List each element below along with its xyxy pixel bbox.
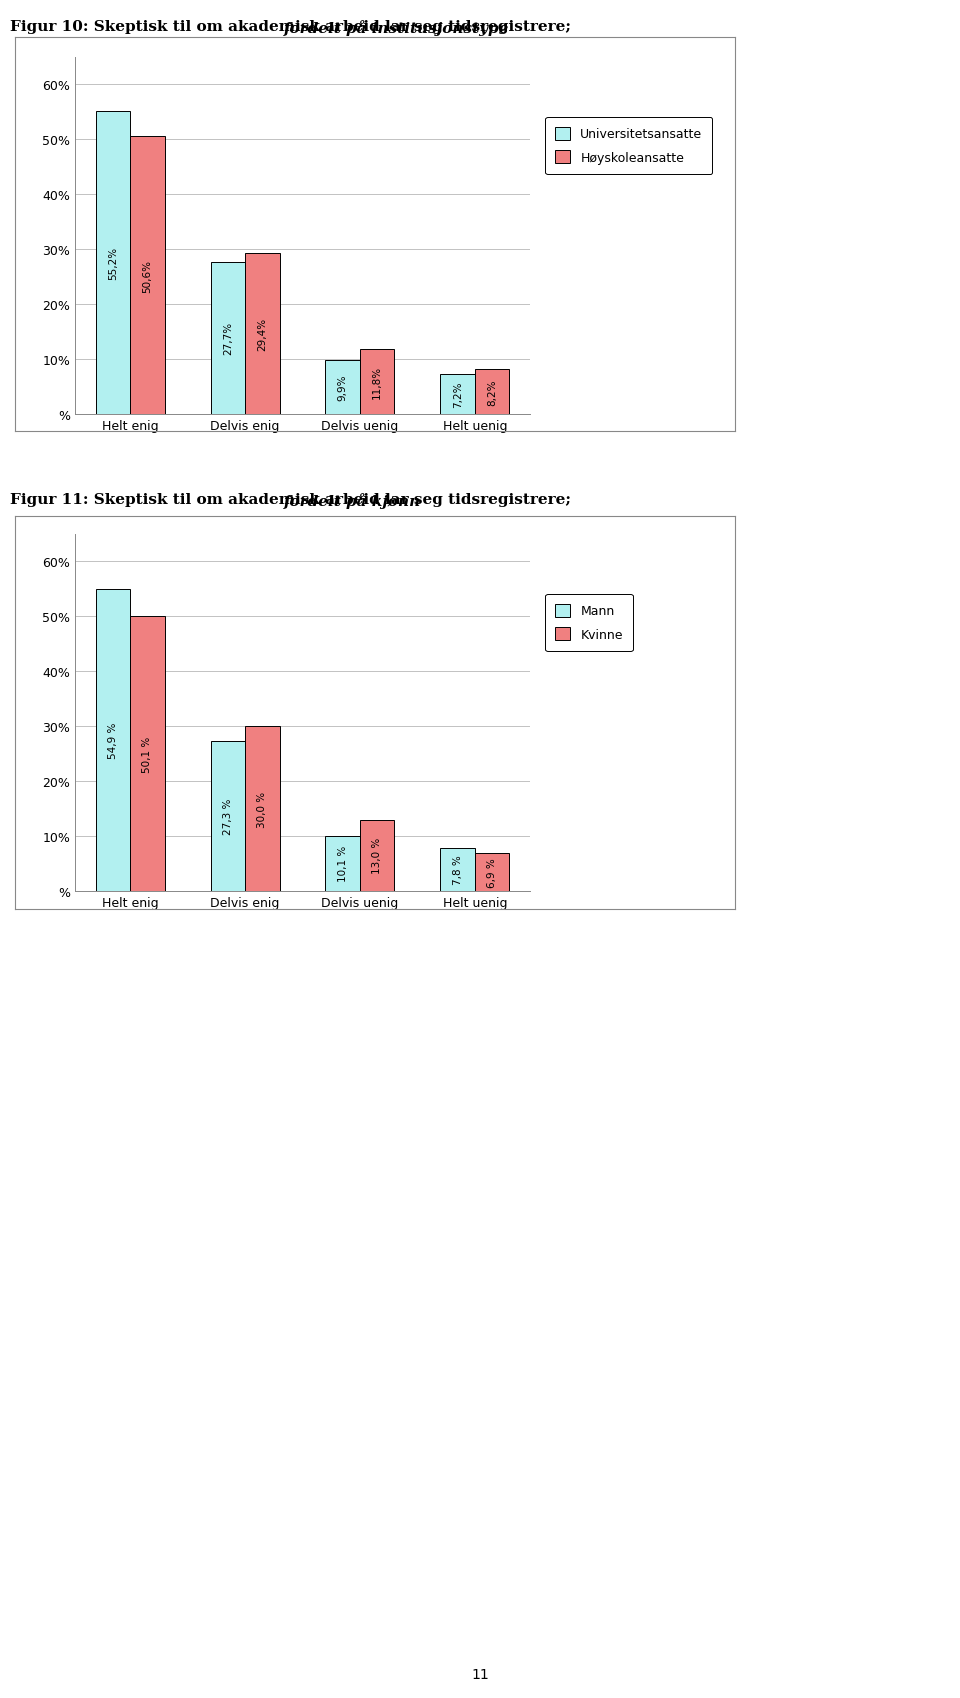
Text: 27,7%: 27,7% bbox=[223, 323, 233, 355]
Bar bbox=[325, 360, 360, 414]
Legend: Mann, Kvinne: Mann, Kvinne bbox=[545, 594, 633, 652]
Bar bbox=[210, 742, 245, 891]
Text: 8,2%: 8,2% bbox=[487, 379, 497, 406]
Bar bbox=[360, 820, 395, 891]
Text: 54,9 %: 54,9 % bbox=[108, 723, 118, 759]
Text: 30,0 %: 30,0 % bbox=[257, 791, 267, 827]
Bar bbox=[245, 253, 279, 414]
Bar bbox=[475, 370, 510, 414]
Text: 13,0 %: 13,0 % bbox=[372, 837, 382, 874]
Text: 55,2%: 55,2% bbox=[108, 246, 118, 280]
Text: 7,2%: 7,2% bbox=[452, 382, 463, 408]
Bar bbox=[210, 263, 245, 414]
Text: 10,1 %: 10,1 % bbox=[338, 846, 348, 881]
Text: 29,4%: 29,4% bbox=[257, 318, 267, 350]
Bar bbox=[131, 138, 164, 414]
Text: 11,8%: 11,8% bbox=[372, 365, 382, 399]
Bar bbox=[360, 350, 395, 414]
Text: 11: 11 bbox=[471, 1667, 489, 1681]
Text: Figur 11: Skeptisk til om akademisk arbeid lar seg tidsregistrere;: Figur 11: Skeptisk til om akademisk arbe… bbox=[10, 492, 576, 506]
Bar bbox=[441, 375, 475, 414]
Text: 27,3 %: 27,3 % bbox=[223, 798, 233, 835]
Bar bbox=[325, 835, 360, 891]
Bar bbox=[131, 616, 164, 891]
Legend: Universitetsansatte, Høyskoleansatte: Universitetsansatte, Høyskoleansatte bbox=[545, 117, 712, 175]
Bar bbox=[96, 112, 131, 414]
Bar bbox=[245, 727, 279, 891]
Text: 6,9 %: 6,9 % bbox=[487, 857, 497, 888]
Text: fordelt på institusjonstype: fordelt på institusjonstype bbox=[284, 20, 509, 36]
Text: 50,6%: 50,6% bbox=[142, 260, 153, 292]
Bar bbox=[96, 591, 131, 891]
Text: fordelt på kjønn: fordelt på kjønn bbox=[284, 492, 421, 509]
Bar bbox=[441, 849, 475, 891]
Text: 9,9%: 9,9% bbox=[338, 374, 348, 401]
Text: 50,1 %: 50,1 % bbox=[142, 735, 153, 773]
Bar bbox=[475, 854, 510, 891]
Text: Figur 10: Skeptisk til om akademisk arbeid lar seg tidsregistrere;: Figur 10: Skeptisk til om akademisk arbe… bbox=[10, 20, 576, 34]
Text: 7,8 %: 7,8 % bbox=[452, 856, 463, 885]
